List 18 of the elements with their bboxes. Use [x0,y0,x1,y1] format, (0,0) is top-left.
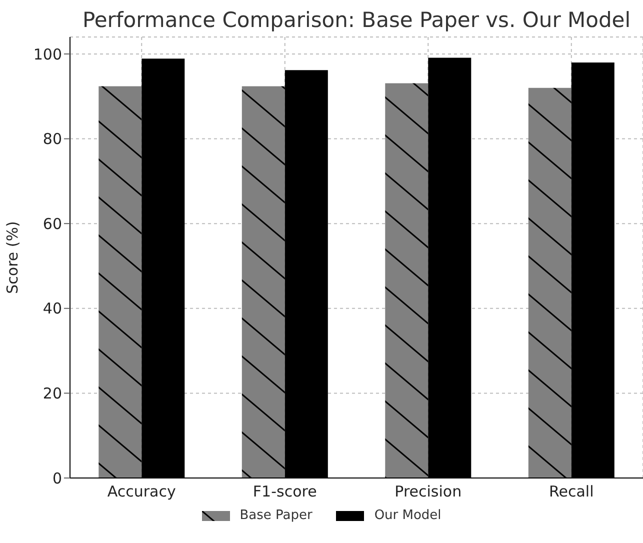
y-tick-label: 0 [52,469,62,488]
legend-label: Our Model [374,508,442,523]
bar [242,86,285,478]
y-tick-label: 60 [42,214,62,233]
chart-title: Performance Comparison: Base Paper vs. Our Model [81,8,632,32]
x-tick-label: Accuracy [107,482,176,501]
y-tick-label: 40 [42,300,62,318]
bar [98,86,142,478]
y-tick-label: 20 [42,384,62,403]
x-tick-label: Precision [394,482,462,501]
y-tick-label: 100 [33,45,62,64]
x-tick-label: F1-score [252,482,317,501]
legend-label: Base Paper [240,508,312,523]
y-tick-label: 80 [42,130,62,148]
bar [528,88,572,478]
y-axis-title: Score (%) [3,221,22,294]
bar [385,83,428,478]
x-tick-label: Recall [548,482,594,501]
